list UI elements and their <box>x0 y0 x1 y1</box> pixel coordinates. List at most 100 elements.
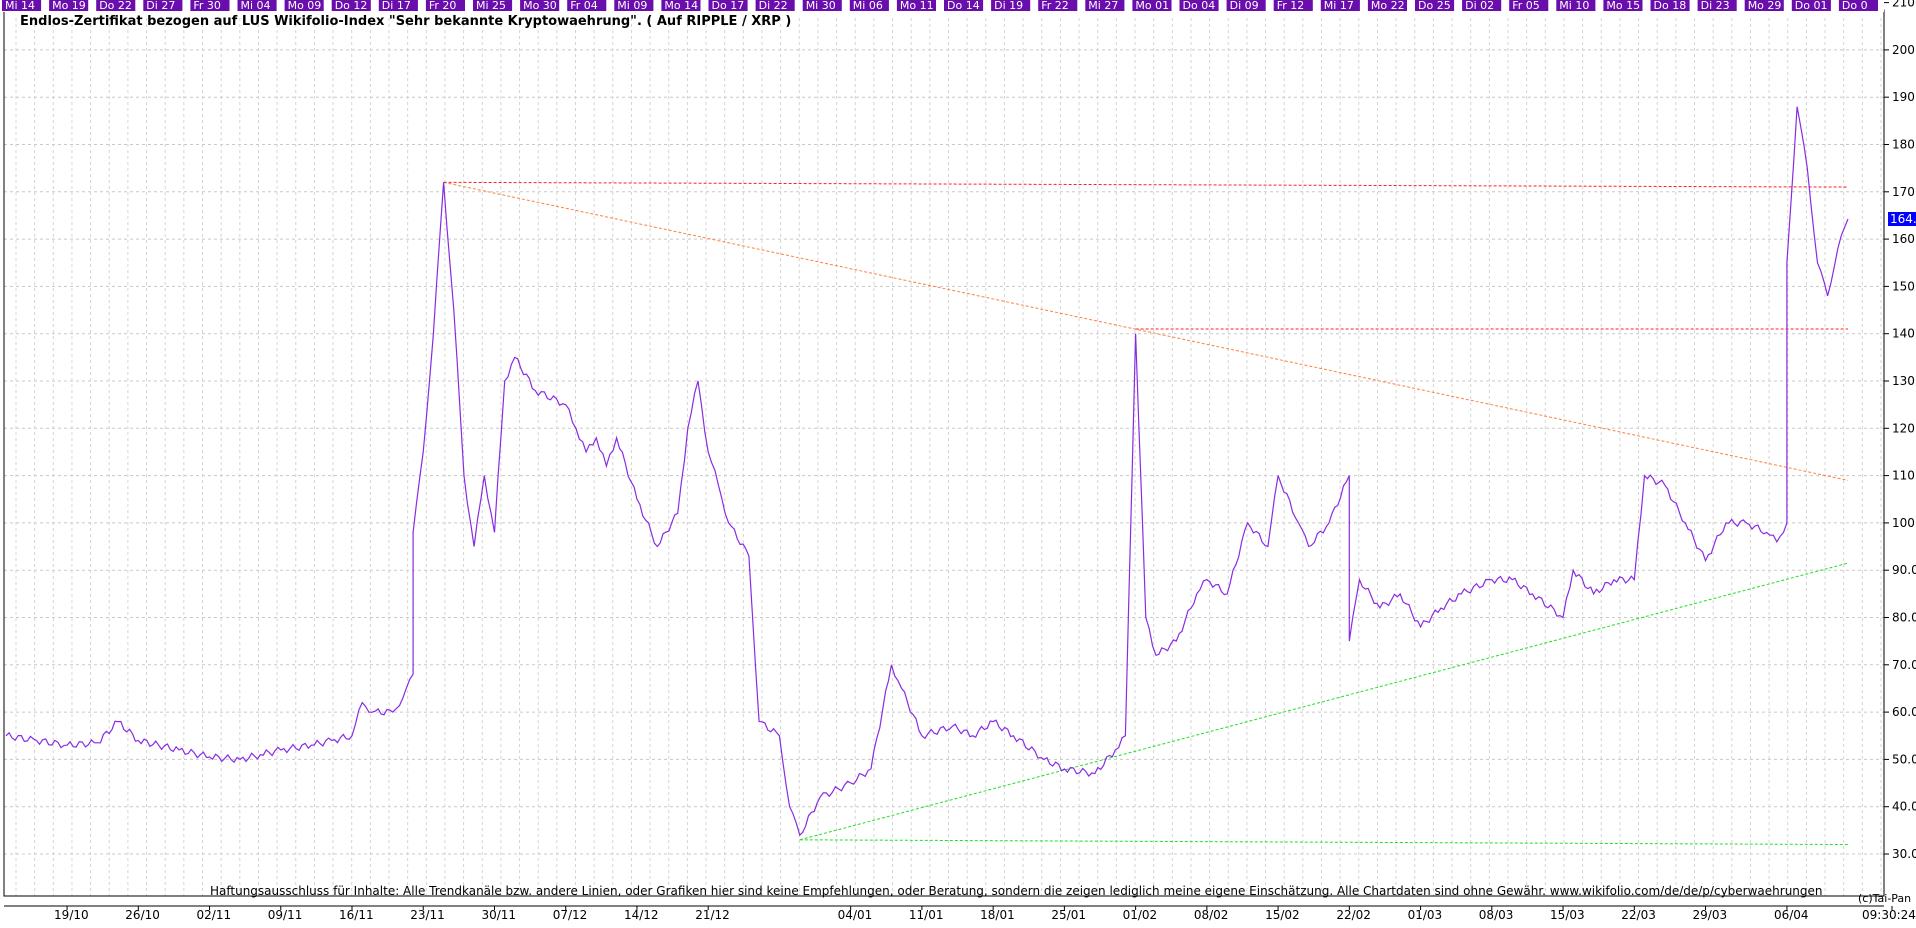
y-tick-label: 140.00 <box>1892 327 1916 341</box>
day-badge-label: Mi 27 <box>1088 0 1118 12</box>
y-axis: 30.00 40.00 50.00 60.00 70.00 80.00 90.00 100.0… <box>1884 0 1916 861</box>
x-tick-label: 19/10 <box>54 908 89 922</box>
day-badge <box>49 0 89 11</box>
day-badge-label: Mo 15 <box>1606 0 1640 12</box>
day-badge <box>331 0 371 11</box>
plot-frame <box>3 9 1885 897</box>
day-badge-label: Mi 14 <box>5 0 35 12</box>
trend-line <box>443 181 1849 188</box>
x-tick-label: 30/11 <box>481 908 516 922</box>
x-tick-label: 01/03 <box>1408 908 1443 922</box>
x-tick-label: 25/01 <box>1051 908 1086 922</box>
y-tick-label: 170.00 <box>1892 185 1916 199</box>
day-badge <box>708 0 748 11</box>
day-badge-label: Di 23 <box>1701 0 1730 12</box>
day-badge-label: Mo 30 <box>523 0 557 12</box>
day-badge <box>1085 0 1125 11</box>
day-badge-label: Mo 09 <box>288 0 322 12</box>
day-badge-label: Fr 05 <box>1512 0 1540 12</box>
top-day-bar: Mi 14 Mo 19 Do 22 Di 27 Fr 30 Mi 04 Mo 09 Do 12… <box>0 0 1884 12</box>
day-badge <box>991 0 1031 11</box>
day-badge <box>1650 0 1690 11</box>
day-badge <box>143 0 183 11</box>
y-tick-label: 90.00 <box>1892 563 1916 577</box>
x-tick-label: 26/10 <box>125 908 160 922</box>
y-tick-label: 190.00 <box>1892 90 1916 104</box>
y-tick-label: 60.00 <box>1892 705 1916 719</box>
day-badge-label: Fr 12 <box>1277 0 1305 12</box>
day-badge-label: Mi 17 <box>1324 0 1354 12</box>
day-badge-label: Fr 04 <box>570 0 598 12</box>
day-badge-label: Mo 29 <box>1748 0 1782 12</box>
day-badge-label: Do 22 <box>99 0 132 12</box>
series-layer <box>5 106 1849 837</box>
day-badge-label: Do 14 <box>947 0 980 12</box>
day-badge <box>802 0 842 11</box>
day-badge <box>378 0 418 11</box>
y-tick-label: 110.00 <box>1892 469 1916 483</box>
day-badge-label: Do 12 <box>335 0 368 12</box>
x-tick-label: 11/01 <box>909 908 944 922</box>
day-badge-label: Di 02 <box>1465 0 1494 12</box>
day-badge <box>614 0 654 11</box>
top-bar-bg <box>0 0 1884 12</box>
y-tick-label: 50.00 <box>1892 752 1916 766</box>
y-tick-label: 130.00 <box>1892 374 1916 388</box>
day-badge <box>1367 0 1407 11</box>
x-tick-label: 21/12 <box>695 908 730 922</box>
day-badge-label: Di 22 <box>759 0 788 12</box>
grid-layer <box>3 2 1885 897</box>
day-badge-label: Do 04 <box>1183 0 1216 12</box>
x-tick-label: 29/03 <box>1693 908 1728 922</box>
y-tick-label: 100.00 <box>1892 516 1916 530</box>
day-badge-label: Do 01 <box>1795 0 1828 12</box>
day-badge <box>1791 0 1831 11</box>
day-badge-label: Do 17 <box>712 0 745 12</box>
day-badge-label: Di 17 <box>382 0 411 12</box>
day-badge <box>1320 0 1360 11</box>
day-badge <box>2 0 42 11</box>
day-badge <box>284 0 324 11</box>
price-series-line <box>5 106 1849 837</box>
day-badge <box>896 0 936 11</box>
day-badge-label: Do 0 <box>1842 0 1868 12</box>
day-badge <box>567 0 607 11</box>
day-badge <box>755 0 795 11</box>
day-badge <box>96 0 136 11</box>
day-badge-label: Mo 19 <box>52 0 86 12</box>
day-badge-label: Mi 04 <box>241 0 271 12</box>
last-value-label: 164.25 <box>1890 212 1916 226</box>
x-tick-label: 09/11 <box>268 908 303 922</box>
chart-title: Endlos-Zertifikat bezogen auf LUS Wikifo… <box>20 14 792 29</box>
copyright-text: (c)Tai-Pan <box>1858 892 1912 905</box>
day-badge <box>1509 0 1549 11</box>
day-badge <box>1603 0 1643 11</box>
trend-line <box>799 839 1849 846</box>
day-badge-label: Fr 30 <box>193 0 221 12</box>
y-tick-label: 80.00 <box>1892 611 1916 625</box>
x-tick-label: 08/02 <box>1194 908 1229 922</box>
day-badge <box>237 0 277 11</box>
day-badge-label: Mi 30 <box>806 0 836 12</box>
day-badge-label: Di 19 <box>994 0 1023 12</box>
y-tick-label: 180.00 <box>1892 138 1916 152</box>
day-badge <box>1132 0 1172 11</box>
x-tick-label: 15/03 <box>1550 908 1585 922</box>
y-tick-label: 30.00 <box>1892 847 1916 861</box>
day-badge <box>1556 0 1596 11</box>
y-tick-label: 210.00 <box>1892 0 1916 10</box>
day-badge-label: Di 27 <box>146 0 175 12</box>
day-badge <box>520 0 560 11</box>
x-tick-label: 23/11 <box>410 908 445 922</box>
y-tick-label: 150.00 <box>1892 279 1916 293</box>
x-tick-label: 22/02 <box>1336 908 1371 922</box>
trend-line <box>443 181 1849 481</box>
day-badge-label: Mi 25 <box>476 0 506 12</box>
x-tick-label: 07/12 <box>553 908 588 922</box>
x-tick-label: 04/01 <box>838 908 873 922</box>
day-badge <box>849 0 889 11</box>
day-badge <box>1038 0 1078 11</box>
day-badge <box>1838 0 1878 11</box>
